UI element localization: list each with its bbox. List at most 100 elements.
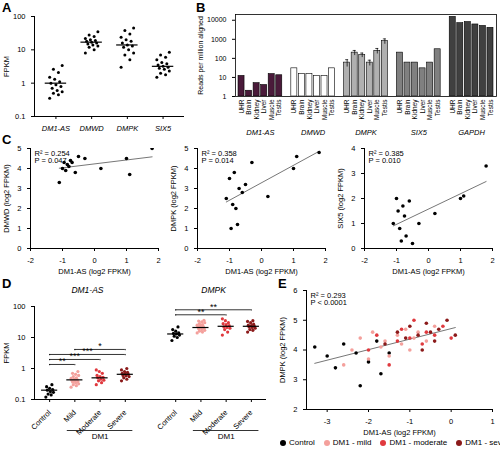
svg-text:-1: -1 bbox=[406, 417, 413, 426]
svg-text:***: *** bbox=[82, 346, 93, 356]
svg-text:10: 10 bbox=[17, 333, 25, 342]
svg-text:DM1-AS: DM1-AS bbox=[246, 128, 274, 137]
svg-text:0: 0 bbox=[17, 244, 21, 253]
svg-text:UHR: UHR bbox=[238, 99, 245, 113]
svg-text:100: 100 bbox=[13, 12, 26, 21]
svg-text:UHR: UHR bbox=[396, 99, 403, 113]
svg-text:3: 3 bbox=[351, 169, 355, 178]
svg-text:UHR: UHR bbox=[290, 99, 297, 113]
svg-text:Brain: Brain bbox=[456, 99, 463, 115]
svg-text:4: 4 bbox=[17, 164, 21, 173]
svg-text:DMPK (log2 FPKM): DMPK (log2 FPKM) bbox=[278, 317, 287, 383]
svg-text:Muscle: Muscle bbox=[479, 99, 486, 120]
svg-text:0: 0 bbox=[184, 244, 188, 253]
svg-text:1: 1 bbox=[458, 256, 462, 265]
svg-text:3: 3 bbox=[184, 184, 188, 193]
svg-text:2: 2 bbox=[184, 204, 188, 213]
svg-text:UHR: UHR bbox=[343, 99, 350, 113]
svg-text:4: 4 bbox=[184, 164, 188, 173]
svg-text:R² = 0.385P = 0.010: R² = 0.385P = 0.010 bbox=[369, 149, 404, 166]
svg-text:***: *** bbox=[70, 351, 81, 361]
svg-text:1: 1 bbox=[21, 364, 25, 373]
svg-text:Testis: Testis bbox=[275, 99, 282, 116]
svg-text:FPKM: FPKM bbox=[2, 343, 11, 364]
svg-text:-1: -1 bbox=[393, 256, 400, 265]
svg-text:DM1: DM1 bbox=[218, 432, 235, 441]
svg-text:DM1-AS (log2 FPKM): DM1-AS (log2 FPKM) bbox=[363, 428, 436, 437]
svg-text:Mild: Mild bbox=[62, 408, 78, 424]
svg-text:10: 10 bbox=[17, 45, 25, 54]
svg-text:0: 0 bbox=[259, 256, 263, 265]
svg-text:1: 1 bbox=[490, 417, 494, 426]
svg-text:1: 1 bbox=[17, 224, 21, 233]
svg-text:0: 0 bbox=[92, 256, 96, 265]
svg-text:1: 1 bbox=[184, 224, 188, 233]
svg-text:DMPK: DMPK bbox=[201, 285, 226, 295]
svg-text:Brain: Brain bbox=[298, 99, 305, 115]
svg-text:Mild: Mild bbox=[188, 408, 204, 424]
svg-text:3: 3 bbox=[293, 375, 297, 384]
svg-text:UHR: UHR bbox=[449, 99, 456, 113]
svg-text:0: 0 bbox=[426, 256, 430, 265]
svg-text:0.1: 0.1 bbox=[15, 395, 25, 404]
svg-text:R² = 0.293P < 0.0001: R² = 0.293P < 0.0001 bbox=[311, 291, 347, 308]
svg-text:**: ** bbox=[210, 302, 218, 312]
svg-text:100: 100 bbox=[13, 302, 26, 311]
svg-text:Muscle: Muscle bbox=[373, 99, 380, 120]
svg-text:2: 2 bbox=[17, 204, 21, 213]
svg-text:Testis: Testis bbox=[434, 99, 441, 116]
svg-text:5: 5 bbox=[293, 316, 297, 325]
svg-text:Liver: Liver bbox=[366, 99, 373, 114]
svg-text:Testis: Testis bbox=[381, 99, 388, 116]
svg-text:2: 2 bbox=[351, 194, 355, 203]
svg-text:100: 100 bbox=[215, 55, 227, 62]
svg-text:DM1-AS (log2 FPKM): DM1-AS (log2 FPKM) bbox=[392, 267, 465, 276]
svg-text:2: 2 bbox=[293, 405, 297, 414]
svg-text:-2: -2 bbox=[365, 417, 372, 426]
svg-text:Reads per million aligned: Reads per million aligned bbox=[197, 16, 205, 95]
svg-text:1: 1 bbox=[124, 256, 128, 265]
svg-text:Muscle: Muscle bbox=[321, 99, 328, 120]
svg-text:Testis: Testis bbox=[328, 99, 335, 116]
svg-text:2: 2 bbox=[156, 256, 160, 265]
svg-text:-2: -2 bbox=[361, 256, 368, 265]
svg-text:1: 1 bbox=[223, 93, 227, 100]
svg-text:DM1-AS (log2 FPKM): DM1-AS (log2 FPKM) bbox=[58, 267, 131, 276]
svg-text:Liver: Liver bbox=[471, 99, 478, 114]
svg-text:1: 1 bbox=[351, 219, 355, 228]
svg-text:Muscle: Muscle bbox=[426, 99, 433, 120]
svg-text:*: * bbox=[98, 341, 102, 351]
svg-text:R² = 0.358P = 0.014: R² = 0.358P = 0.014 bbox=[202, 149, 237, 166]
svg-text:Muscle: Muscle bbox=[268, 99, 275, 120]
svg-text:DMPK: DMPK bbox=[117, 124, 140, 133]
svg-text:DMPK: DMPK bbox=[355, 128, 378, 137]
svg-text:Testis: Testis bbox=[487, 99, 494, 116]
svg-text:1: 1 bbox=[21, 79, 25, 88]
svg-text:Control: Control bbox=[29, 408, 53, 432]
svg-text:Brain: Brain bbox=[404, 99, 411, 115]
svg-text:R² = 0.254P = 0.047: R² = 0.254P = 0.047 bbox=[35, 149, 70, 166]
svg-text:DMWD: DMWD bbox=[80, 124, 105, 133]
svg-text:GAPDH: GAPDH bbox=[458, 128, 485, 137]
svg-text:5: 5 bbox=[184, 144, 188, 153]
svg-text:DM1-AS: DM1-AS bbox=[42, 124, 70, 133]
svg-text:-2: -2 bbox=[194, 256, 201, 265]
svg-text:4: 4 bbox=[351, 144, 355, 153]
svg-text:Brain: Brain bbox=[351, 99, 358, 115]
svg-text:DM1-AS (log2 FPKM): DM1-AS (log2 FPKM) bbox=[225, 267, 298, 276]
svg-text:**: ** bbox=[59, 356, 67, 366]
svg-text:0: 0 bbox=[449, 417, 453, 426]
svg-text:1000: 1000 bbox=[211, 36, 227, 43]
svg-text:SIX5: SIX5 bbox=[411, 128, 428, 137]
svg-text:10000: 10000 bbox=[207, 16, 227, 23]
svg-text:0.1: 0.1 bbox=[15, 112, 25, 121]
svg-text:-1: -1 bbox=[59, 256, 66, 265]
svg-text:3: 3 bbox=[17, 184, 21, 193]
svg-text:2: 2 bbox=[490, 256, 494, 265]
svg-text:10: 10 bbox=[219, 74, 227, 81]
svg-text:Liver: Liver bbox=[313, 99, 320, 114]
svg-text:Liver: Liver bbox=[260, 99, 267, 114]
svg-text:Control: Control bbox=[155, 408, 179, 432]
svg-text:DMWD (log2 FPKM): DMWD (log2 FPKM) bbox=[2, 164, 11, 233]
svg-text:Brain: Brain bbox=[245, 99, 252, 115]
